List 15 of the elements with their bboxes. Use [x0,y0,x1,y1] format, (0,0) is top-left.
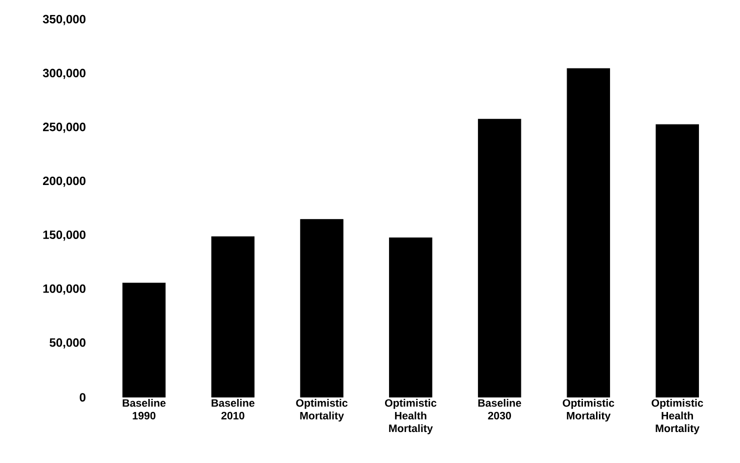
x-tick-label: Baseline 2030 [478,399,522,420]
y-tick-label: 300,000 [42,68,86,80]
y-tick-label: 350,000 [42,15,86,26]
x-tick-label: Optimistic Mortality [296,399,348,422]
y-tick-label: 0 [80,393,86,402]
x-tick-label: Baseline 2010 [212,399,254,420]
y-tick-label: 100,000 [43,284,86,295]
x-tick-label: Baseline 1990 [122,399,166,420]
y-tick-label: 250,000 [43,122,86,134]
x-tick-label: Optimistic Mortality [562,399,614,422]
y-tick-label: 50,000 [50,338,86,349]
y-tick-label: 150,000 [43,230,86,241]
y-tick-label: 200,000 [43,176,86,187]
x-tick-label: Optimistic Health Mortality [652,399,704,434]
x-tick-label: Optimistic Health Mortality [385,399,436,434]
